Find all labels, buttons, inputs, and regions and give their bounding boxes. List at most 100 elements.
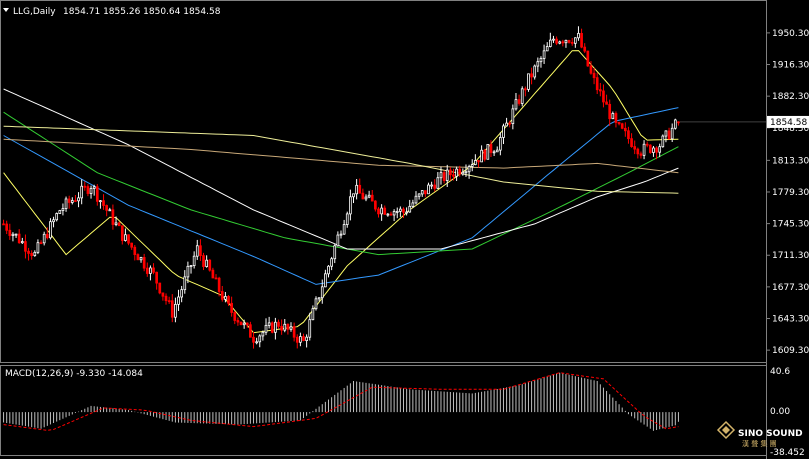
candle-body bbox=[386, 213, 390, 216]
candle bbox=[464, 164, 468, 177]
candle bbox=[83, 181, 87, 191]
candle-body bbox=[311, 308, 315, 321]
candle-body bbox=[642, 143, 646, 156]
candle bbox=[514, 92, 518, 111]
candle-body bbox=[477, 160, 480, 163]
candle bbox=[530, 67, 533, 85]
candle bbox=[658, 143, 662, 158]
candle bbox=[370, 189, 374, 202]
candle-body bbox=[439, 172, 443, 179]
price-axis: 1950.30 1916.30 1882.30 1848.30 1813.30 1779.… bbox=[766, 29, 809, 356]
logo-brand-text: SINO SOUND bbox=[738, 429, 803, 439]
candle bbox=[136, 253, 140, 261]
candle bbox=[261, 330, 265, 341]
candle-body bbox=[430, 184, 433, 187]
candle-body bbox=[292, 326, 296, 338]
candle bbox=[358, 178, 362, 194]
candle bbox=[374, 200, 377, 212]
candle bbox=[320, 279, 324, 304]
candle bbox=[208, 258, 212, 272]
candle-body bbox=[142, 257, 146, 269]
candle bbox=[614, 111, 618, 128]
candle-body bbox=[442, 172, 446, 181]
candle-body bbox=[461, 171, 465, 175]
candle bbox=[39, 240, 43, 245]
candle-body bbox=[111, 209, 115, 225]
moving-average-line-4 bbox=[3, 138, 679, 174]
candle-body bbox=[508, 122, 512, 125]
candle bbox=[430, 181, 433, 190]
candle-body bbox=[527, 73, 530, 90]
candle-body bbox=[474, 160, 477, 165]
candle bbox=[377, 207, 380, 218]
candle-body bbox=[595, 77, 599, 91]
candle bbox=[327, 265, 330, 278]
candle-body bbox=[77, 197, 80, 202]
candle bbox=[420, 190, 424, 197]
candle bbox=[561, 39, 565, 47]
candle-body bbox=[211, 269, 215, 279]
candle-body bbox=[470, 164, 474, 167]
candle bbox=[527, 73, 530, 92]
candle bbox=[536, 57, 540, 73]
price-tick-label: 1813.30 bbox=[772, 156, 809, 166]
candle bbox=[102, 194, 105, 210]
candle bbox=[502, 123, 505, 145]
candle-body bbox=[86, 186, 90, 194]
candle bbox=[289, 322, 293, 332]
candle-body bbox=[436, 177, 440, 189]
candle bbox=[505, 117, 508, 127]
candle-body bbox=[302, 336, 305, 342]
macd-histogram bbox=[3, 372, 679, 431]
dropdown-triangle-icon[interactable] bbox=[3, 8, 9, 12]
candle-body bbox=[17, 233, 21, 244]
candle-body bbox=[270, 322, 274, 333]
candle-body bbox=[89, 188, 93, 194]
candle bbox=[330, 256, 333, 271]
candle bbox=[655, 146, 658, 160]
candle-body bbox=[305, 336, 308, 342]
candle bbox=[227, 295, 230, 306]
candle-body bbox=[224, 296, 227, 300]
candle-body bbox=[467, 166, 471, 173]
candle-body bbox=[39, 242, 43, 245]
price-tick-label: 1677.30 bbox=[772, 283, 809, 293]
candle-body bbox=[552, 38, 555, 41]
candle-body bbox=[492, 151, 496, 154]
candle-body bbox=[661, 135, 665, 148]
candle bbox=[564, 39, 568, 48]
candle bbox=[355, 179, 358, 200]
candle-body bbox=[592, 72, 596, 79]
candle bbox=[324, 269, 327, 288]
candle-body bbox=[611, 113, 615, 120]
candle-body bbox=[314, 298, 318, 310]
candle-body bbox=[327, 265, 330, 275]
candle-body bbox=[339, 233, 343, 236]
candle-body bbox=[505, 122, 508, 127]
candle bbox=[333, 244, 337, 264]
candle-body bbox=[236, 320, 240, 323]
moving-average-line-1 bbox=[3, 107, 679, 285]
candle-body bbox=[433, 184, 437, 189]
candle bbox=[449, 167, 452, 181]
candle-body bbox=[92, 186, 96, 189]
candle-body bbox=[486, 144, 490, 160]
candle-body bbox=[502, 125, 505, 138]
candle-body bbox=[542, 50, 546, 59]
moving-average-line-3 bbox=[3, 88, 679, 250]
candle bbox=[30, 250, 34, 260]
candle bbox=[364, 194, 368, 202]
candle-body bbox=[130, 242, 134, 248]
candle-body bbox=[58, 210, 62, 214]
candle-body bbox=[80, 185, 84, 199]
candle bbox=[520, 86, 524, 107]
candle bbox=[158, 282, 162, 295]
candle-body bbox=[330, 258, 333, 267]
candle-body bbox=[252, 336, 255, 343]
candle bbox=[411, 199, 415, 209]
candle bbox=[114, 216, 118, 227]
candle bbox=[542, 44, 546, 64]
candle-body bbox=[317, 297, 321, 300]
candle-body bbox=[402, 208, 405, 213]
candle bbox=[367, 190, 371, 199]
